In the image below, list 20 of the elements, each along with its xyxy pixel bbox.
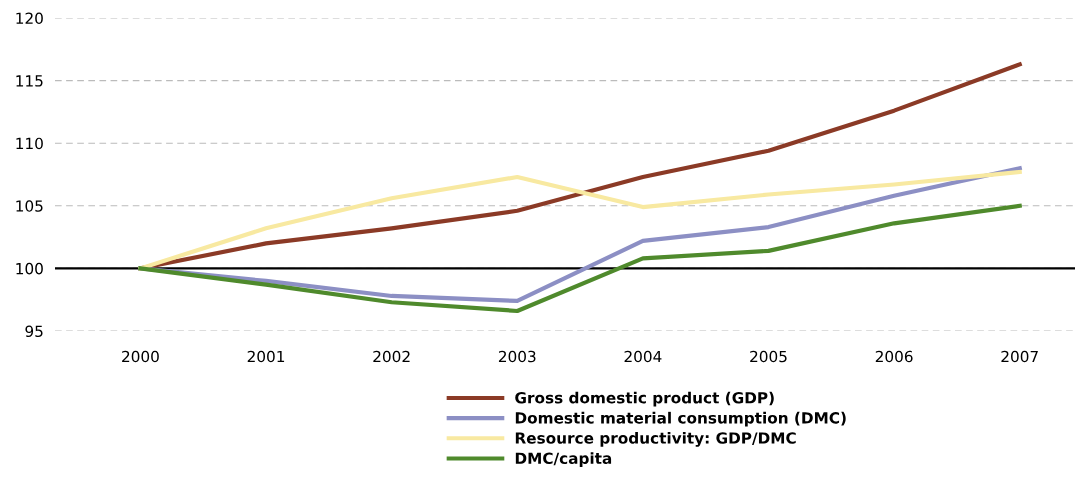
legend-label: Resource productivity: GDP/DMC <box>515 431 796 447</box>
y-tick-label: 120 <box>16 12 43 25</box>
line-series <box>138 169 1022 271</box>
y-tick-label: 115 <box>16 75 43 87</box>
legend-label: Gross domestic product (GDP) <box>515 391 774 407</box>
legend-label: DMC/capita <box>515 452 612 468</box>
x-tick-label: 2001 <box>247 350 285 363</box>
line-series <box>138 203 1022 314</box>
x-tick-label: 2000 <box>122 350 159 363</box>
y-tick-label: 100 <box>16 262 43 275</box>
x-tick-label: 2004 <box>624 350 662 363</box>
x-tick-label: 2002 <box>373 350 410 363</box>
legend-label: Domestic material consumption (DMC) <box>515 411 846 427</box>
y-tick-label: 105 <box>16 200 43 212</box>
x-tick-label: 2003 <box>498 350 536 363</box>
y-tick-label: 110 <box>16 137 43 150</box>
x-tick-label: 2007 <box>1001 350 1038 363</box>
x-tick-label: 2006 <box>875 350 913 363</box>
x-tick-label: 2005 <box>750 350 787 363</box>
y-tick-label: 95 <box>25 325 43 338</box>
